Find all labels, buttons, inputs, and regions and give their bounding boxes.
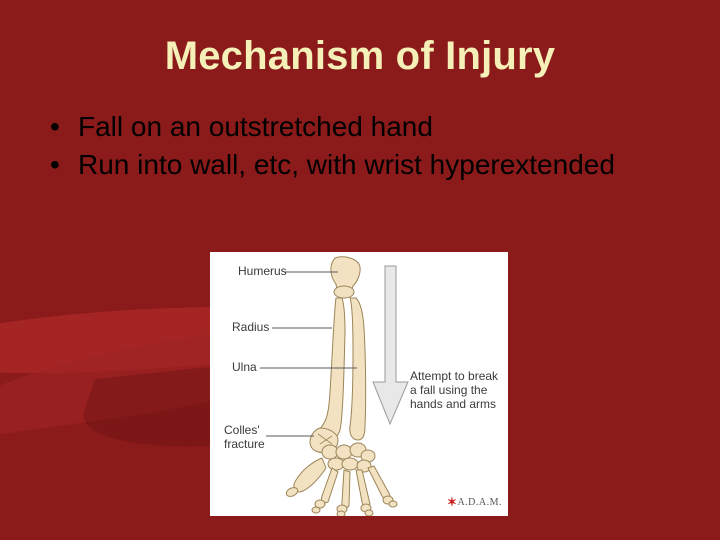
bullet-item: Run into wall, etc, with wrist hyperexte…	[50, 147, 672, 183]
label-radius: Radius	[232, 321, 269, 335]
label-humerus: Humerus	[238, 265, 287, 279]
ulna-bone	[350, 298, 366, 440]
motion-arrow-icon	[373, 266, 408, 424]
carpal-bones	[322, 443, 375, 472]
figure-credit: ✶A.D.A.M.	[447, 495, 502, 510]
anatomy-figure: Humerus Radius Ulna Colles' fracture Att…	[210, 252, 508, 516]
label-colles: Colles' fracture	[224, 424, 265, 452]
humerus-bone	[331, 257, 360, 298]
bullet-item: Fall on an outstretched hand	[50, 109, 672, 145]
label-caption: Attempt to break a fall using the hands …	[410, 370, 498, 411]
slide-title: Mechanism of Injury	[48, 34, 672, 79]
bullet-list: Fall on an outstretched hand Run into wa…	[48, 109, 672, 183]
radius-bone	[320, 298, 345, 441]
label-ulna: Ulna	[232, 361, 257, 375]
adam-logo-icon: ✶	[447, 495, 458, 509]
slide: Mechanism of Injury Fall on an outstretc…	[0, 0, 720, 540]
